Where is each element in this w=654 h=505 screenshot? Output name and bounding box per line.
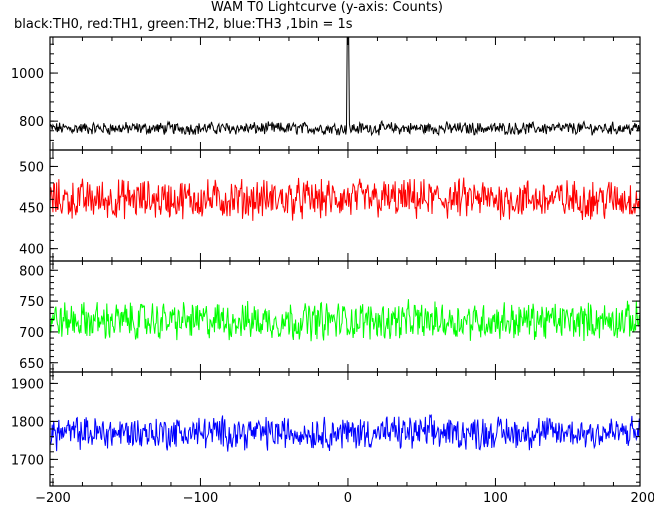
y-tick-label-th1: 450 (19, 202, 44, 217)
x-tick-label: −200 (35, 491, 71, 505)
x-tick-label: 0 (344, 491, 352, 505)
y-tick-label-th1: 400 (19, 243, 44, 258)
y-tick-label-th1: 500 (19, 160, 44, 175)
panel-frame-th1 (49, 149, 641, 262)
y-tick-label-th2: 750 (19, 295, 44, 310)
y-tick-label-th3: 1900 (11, 377, 44, 392)
y-tick-label-th0: 1000 (11, 67, 44, 82)
y-tick-label-th3: 1800 (11, 415, 44, 430)
series-line-th0 (50, 37, 640, 137)
x-tick-label: −100 (183, 491, 219, 505)
x-tick-label: 200 (631, 491, 654, 505)
series-line-th1 (50, 177, 640, 221)
chart-subtitle: black:TH0, red:TH1, green:TH2, blue:TH3 … (14, 17, 353, 32)
y-tick-label-th2: 700 (19, 326, 44, 341)
panel-frame-th0 (49, 36, 641, 151)
x-tick-label: 100 (483, 491, 508, 505)
y-tick-label-th0: 800 (19, 115, 44, 130)
chart-title: WAM T0 Lightcurve (y-axis: Counts) (211, 0, 443, 15)
y-tick-label-th2: 800 (19, 264, 44, 279)
series-line-th2 (50, 299, 640, 342)
y-tick-label-th3: 1700 (11, 453, 44, 468)
y-tick-label-th2: 650 (19, 357, 44, 372)
series-line-th3 (50, 413, 640, 452)
